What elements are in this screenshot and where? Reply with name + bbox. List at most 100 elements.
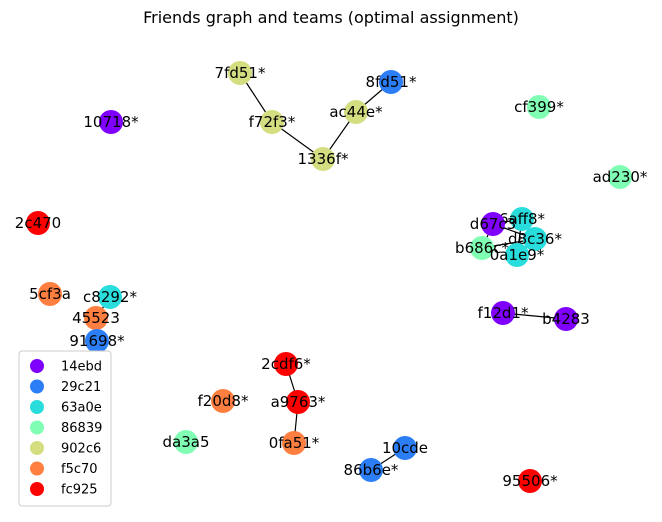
legend-label-63a0e: 63a0e: [61, 401, 102, 416]
legend-item-f5c70: f5c70: [30, 461, 98, 477]
node-marker-cf399: [527, 95, 551, 119]
node-label-ad230: ad230*: [593, 168, 648, 186]
node-label-0a1e9: 0a1e9*: [490, 246, 545, 264]
node-marker-8fd51: [379, 70, 403, 94]
legend-item-63a0e: 63a0e: [30, 400, 102, 416]
node-marker-45523: [84, 306, 108, 330]
node-6aff8: 6aff8*: [499, 207, 546, 231]
node-marker-ac44e: [344, 100, 368, 124]
node-marker-86b6e: [359, 458, 383, 482]
legend-marker-902c6: [30, 441, 44, 455]
node-label-1336f: 1336f*: [298, 150, 349, 168]
node-marker-91698: [85, 329, 109, 353]
node-marker-5cf3a: [38, 282, 62, 306]
node-7fd51: 7fd51*: [215, 61, 266, 85]
node-label-cf399: cf399*: [514, 98, 564, 116]
node-label-b4283: b4283: [542, 310, 590, 328]
node-layer: 7fd51* 8fd51* f72f3* ac44e* 1336f* cf399* 1071…: [15, 61, 648, 493]
legend-marker-29c21: [30, 379, 44, 394]
node-f12d1: f12d1*: [478, 301, 529, 325]
node-d8c36: d8c36*: [508, 227, 562, 251]
node-label-10cde: 10cde: [382, 439, 428, 457]
node-label-91698: 91698*: [69, 332, 125, 350]
node-label-2cdf6: 2cdf6*: [261, 355, 311, 373]
node-marker-b4283: [554, 307, 578, 331]
node-b686c: b686c*: [455, 236, 509, 260]
node-marker-ad230: [608, 165, 632, 189]
node-marker-2cdf6: [274, 352, 298, 376]
node-marker-10718: [99, 110, 123, 134]
legend-label-902c6: 902c6: [61, 442, 101, 457]
node-label-2c470: 2c470: [15, 214, 61, 232]
node-45523: 45523: [72, 306, 120, 330]
node-marker-d8c36: [523, 227, 547, 251]
node-label-f72f3: f72f3*: [249, 113, 296, 131]
node-2c470: 2c470: [15, 211, 61, 235]
graph-title: Friends graph and teams (optimal assignm…: [143, 8, 519, 27]
legend-marker-86839: [30, 420, 44, 435]
node-marker-0fa51: [282, 431, 306, 455]
node-a9763: a9763*: [271, 390, 326, 414]
node-8fd51: 8fd51*: [366, 70, 417, 94]
node-label-86b6e: 86b6e*: [344, 461, 399, 479]
legend-marker-fc925: [30, 482, 44, 496]
node-10cde: 10cde: [382, 436, 428, 460]
node-marker-0a1e9: [505, 243, 529, 267]
legend-marker-63a0e: [30, 400, 44, 414]
legend: 14ebd 29c21 63a0e 86839 902c6 f5c70 fc925: [18, 350, 112, 507]
legend-marker-f5c70: [30, 461, 44, 476]
legend-label-86839: 86839: [61, 421, 102, 436]
node-label-f20d8: f20d8*: [198, 392, 249, 410]
node-label-6aff8: 6aff8*: [499, 210, 546, 228]
node-86b6e: 86b6e*: [344, 458, 399, 482]
node-marker-d67c3: [481, 212, 505, 236]
node-marker-7fd51: [228, 61, 252, 85]
node-label-ac44e: ac44e*: [329, 103, 383, 121]
legend-item-902c6: 902c6: [30, 441, 101, 457]
node-91698: 91698*: [69, 329, 125, 353]
legend-marker-14ebd: [30, 359, 44, 373]
node-label-0fa51: 0fa51*: [269, 434, 320, 452]
node-label-8fd51: 8fd51*: [366, 73, 417, 91]
node-b4283: b4283: [542, 307, 590, 331]
node-5cf3a: 5cf3a: [29, 282, 71, 306]
node-marker-da3a5: [174, 430, 198, 454]
node-d67c3: d67c3: [470, 212, 516, 236]
node-marker-a9763: [286, 390, 310, 414]
legend-label-29c21: 29c21: [61, 380, 101, 395]
legend-label-fc925: fc925: [61, 483, 98, 498]
node-marker-6aff8: [510, 207, 534, 231]
node-marker-f12d1: [491, 301, 515, 325]
node-marker-10cde: [393, 436, 417, 460]
node-da3a5: da3a5: [163, 430, 210, 454]
node-1336f: 1336f*: [298, 147, 349, 171]
node-label-5cf3a: 5cf3a: [29, 285, 71, 303]
node-0a1e9: 0a1e9*: [490, 243, 545, 267]
node-label-d8c36: d8c36*: [508, 230, 562, 248]
node-label-45523: 45523: [72, 309, 120, 327]
node-marker-2c470: [26, 211, 50, 235]
node-label-f12d1: f12d1*: [478, 304, 529, 322]
legend-label-f5c70: f5c70: [61, 462, 98, 477]
node-label-95506: 95506*: [502, 472, 558, 490]
node-marker-95506: [518, 469, 542, 493]
node-10718: 10718*: [83, 110, 139, 134]
node-ac44e: ac44e*: [329, 100, 383, 124]
node-marker-b686c: [470, 236, 494, 260]
legend-item-14ebd: 14ebd: [30, 359, 102, 375]
node-label-a9763: a9763*: [271, 393, 326, 411]
node-marker-f72f3: [260, 110, 284, 134]
node-marker-f20d8: [211, 389, 235, 413]
node-marker-1336f: [311, 147, 335, 171]
node-label-c8292: c8292*: [83, 288, 137, 306]
node-0fa51: 0fa51*: [269, 431, 320, 455]
legend-label-14ebd: 14ebd: [61, 360, 102, 375]
node-f20d8: f20d8*: [198, 389, 249, 413]
legend-item-86839: 86839: [30, 420, 102, 436]
node-c8292: c8292*: [83, 285, 137, 309]
legend-item-29c21: 29c21: [30, 379, 101, 395]
node-f72f3: f72f3*: [249, 110, 296, 134]
node-marker-c8292: [98, 285, 122, 309]
node-label-d67c3: d67c3: [470, 215, 516, 233]
